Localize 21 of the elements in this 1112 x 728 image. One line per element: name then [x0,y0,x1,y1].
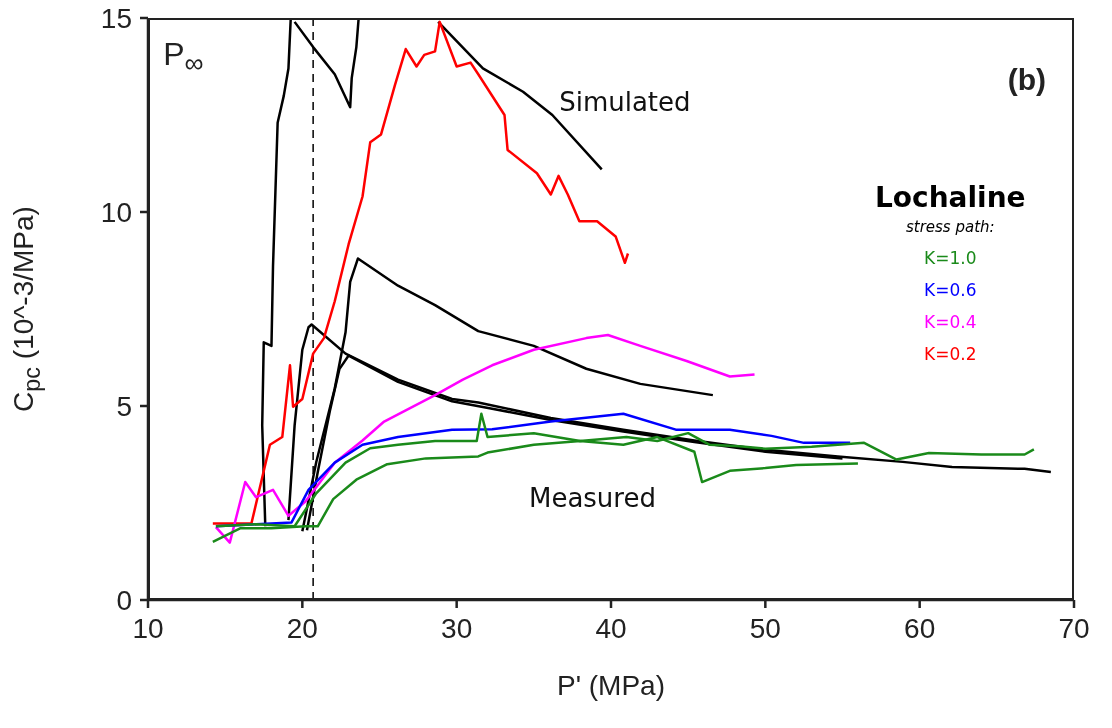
x-axis-title: P' (MPa) [556,670,666,702]
text: K=1.0 [923,246,978,270]
y-tick-label: 0 [116,584,132,616]
legend-title: stress path: [904,217,996,236]
annotation: Lochaline [873,180,1027,214]
x-tick-label: 20 [286,612,318,644]
x-tick-label: 30 [441,612,473,644]
annotation: Simulated [558,87,692,118]
x-tick-label: 70 [1058,612,1090,644]
y-tick-label: 10 [100,196,132,228]
annotation: (b) [1007,63,1046,97]
text: K=0.6 [923,278,978,302]
ref-line-label: P$_{∞}$ [163,36,205,80]
text: K=0.4 [923,310,978,334]
x-tick-label: 50 [749,612,781,644]
x-tick-label: 40 [595,612,627,644]
y-tick-label: 15 [100,2,132,34]
text: K=0.2 [923,342,978,366]
x-tick-label: 60 [904,612,936,644]
annotation: Measured [527,483,657,514]
y-tick-label: 5 [116,390,132,422]
